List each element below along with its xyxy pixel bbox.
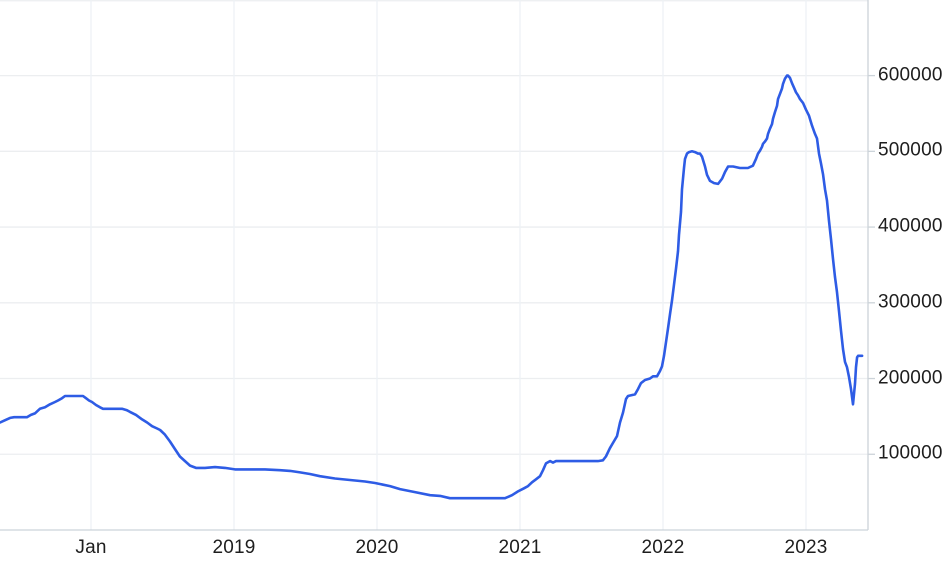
x-tick-label: 2023 (784, 537, 828, 558)
y-tick-label: 200000 (878, 367, 943, 389)
x-tick-label: 2022 (641, 537, 685, 558)
x-tick-label: Jan (75, 537, 107, 558)
y-tick-label: 400000 (878, 215, 943, 237)
y-tick-label: 500000 (878, 139, 943, 161)
x-tick-label: 2021 (498, 537, 542, 558)
y-tick-label: 600000 (878, 64, 943, 86)
x-tick-label: 2019 (212, 537, 256, 558)
y-tick-label: 100000 (878, 442, 943, 464)
x-tick-label: 2020 (355, 537, 399, 558)
y-tick-label: 300000 (878, 291, 943, 313)
data-line[interactable] (0, 74, 864, 500)
